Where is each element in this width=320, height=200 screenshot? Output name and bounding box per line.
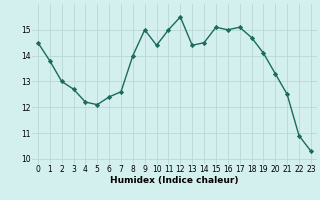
X-axis label: Humidex (Indice chaleur): Humidex (Indice chaleur) [110,176,239,185]
